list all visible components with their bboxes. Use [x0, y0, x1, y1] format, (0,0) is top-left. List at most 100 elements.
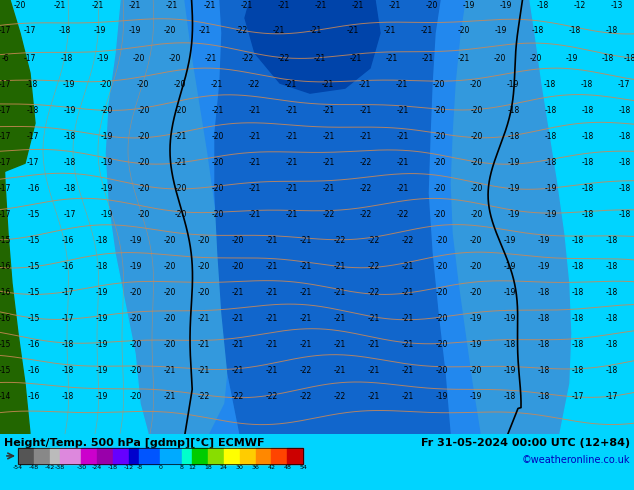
Text: -18: -18	[572, 314, 584, 323]
Text: -21: -21	[389, 0, 401, 9]
Text: -21: -21	[402, 288, 414, 297]
Bar	[240, 448, 256, 464]
Text: -20: -20	[174, 80, 186, 89]
Text: Fr 31-05-2024 00:00 UTC (12+84): Fr 31-05-2024 00:00 UTC (12+84)	[421, 438, 630, 447]
Text: -21: -21	[384, 25, 396, 35]
Text: -21: -21	[249, 132, 261, 141]
Text: 30: 30	[236, 465, 243, 470]
Text: -20: -20	[138, 184, 150, 193]
Text: -19: -19	[495, 25, 507, 35]
Text: -20: -20	[494, 53, 506, 63]
Text: -20: -20	[175, 184, 187, 193]
Text: -17: -17	[27, 132, 39, 141]
Polygon shape	[0, 0, 634, 434]
Text: -18: -18	[572, 340, 584, 349]
Text: -21: -21	[368, 392, 380, 401]
Polygon shape	[0, 0, 148, 434]
Text: -8: -8	[136, 465, 143, 470]
Text: -20: -20	[164, 288, 176, 297]
Text: -20: -20	[169, 53, 181, 63]
Text: -18: -18	[96, 236, 108, 245]
Text: -20: -20	[436, 366, 448, 375]
Text: -20: -20	[164, 340, 176, 349]
Text: -20: -20	[212, 184, 224, 193]
Text: 36: 36	[252, 465, 259, 470]
Text: -19: -19	[470, 314, 482, 323]
Text: -19: -19	[508, 158, 520, 167]
Text: -17: -17	[0, 106, 11, 115]
Text: -21: -21	[232, 340, 244, 349]
Text: -20: -20	[426, 0, 438, 9]
Text: -17: -17	[61, 288, 74, 297]
Text: -20: -20	[138, 210, 150, 219]
Text: -19: -19	[101, 184, 113, 193]
Text: -20: -20	[471, 158, 483, 167]
Polygon shape	[450, 0, 572, 434]
Text: -18: -18	[64, 158, 76, 167]
Text: -18: -18	[544, 80, 556, 89]
Text: -21: -21	[266, 262, 278, 271]
Text: -21: -21	[164, 392, 176, 401]
Text: -22: -22	[232, 392, 244, 401]
Text: -19: -19	[96, 392, 108, 401]
Text: -18: -18	[64, 184, 76, 193]
Text: -21: -21	[323, 132, 335, 141]
Text: -16: -16	[61, 262, 74, 271]
Text: -22: -22	[334, 392, 346, 401]
Text: -20: -20	[433, 80, 445, 89]
Bar	[256, 448, 271, 464]
Text: -22: -22	[300, 392, 312, 401]
Text: -18: -18	[582, 210, 594, 219]
Text: Height/Temp. 500 hPa [gdmp][°C] ECMWF: Height/Temp. 500 hPa [gdmp][°C] ECMWF	[4, 438, 264, 448]
Text: -21: -21	[396, 80, 408, 89]
Text: -20: -20	[164, 236, 176, 245]
Text: -20: -20	[470, 262, 482, 271]
Text: -21: -21	[241, 0, 253, 9]
Text: -20: -20	[198, 236, 210, 245]
Text: -21: -21	[266, 314, 278, 323]
Text: -19: -19	[504, 262, 516, 271]
Text: -21: -21	[286, 158, 298, 167]
Text: -42: -42	[44, 465, 55, 470]
Text: -18: -18	[532, 25, 544, 35]
Text: -20: -20	[470, 80, 482, 89]
Text: -22: -22	[397, 210, 409, 219]
Text: -20: -20	[436, 340, 448, 349]
Text: -21: -21	[402, 314, 414, 323]
Text: -19: -19	[566, 53, 578, 63]
Text: -22: -22	[198, 392, 210, 401]
Text: -21: -21	[92, 0, 104, 9]
Text: -12: -12	[124, 465, 134, 470]
Text: -21: -21	[300, 262, 312, 271]
Text: -20: -20	[436, 288, 448, 297]
Text: -21: -21	[334, 366, 346, 375]
Text: -18: -18	[606, 366, 618, 375]
Text: -20: -20	[471, 210, 483, 219]
Text: -21: -21	[386, 53, 398, 63]
Text: -20: -20	[434, 106, 446, 115]
Text: -20: -20	[198, 262, 210, 271]
Text: -21: -21	[198, 366, 210, 375]
Text: -16: -16	[28, 392, 40, 401]
Text: -16: -16	[0, 288, 11, 297]
Text: -20: -20	[434, 132, 446, 141]
Text: -17: -17	[0, 184, 11, 193]
Text: -21: -21	[300, 314, 312, 323]
Text: -18: -18	[108, 465, 118, 470]
Text: -21: -21	[286, 132, 298, 141]
Text: -17: -17	[24, 25, 36, 35]
Text: -20: -20	[471, 184, 483, 193]
Text: -20: -20	[198, 288, 210, 297]
Bar	[97, 448, 113, 464]
Text: -21: -21	[129, 0, 141, 9]
Text: -18: -18	[504, 340, 516, 349]
Bar	[34, 448, 49, 464]
Text: -19: -19	[538, 262, 550, 271]
Text: -18: -18	[572, 262, 584, 271]
Text: -6: -6	[1, 53, 9, 63]
Text: -17: -17	[0, 132, 11, 141]
Text: -19: -19	[130, 236, 142, 245]
Text: -17: -17	[0, 210, 11, 219]
Text: -21: -21	[286, 184, 298, 193]
Text: -21: -21	[232, 288, 244, 297]
